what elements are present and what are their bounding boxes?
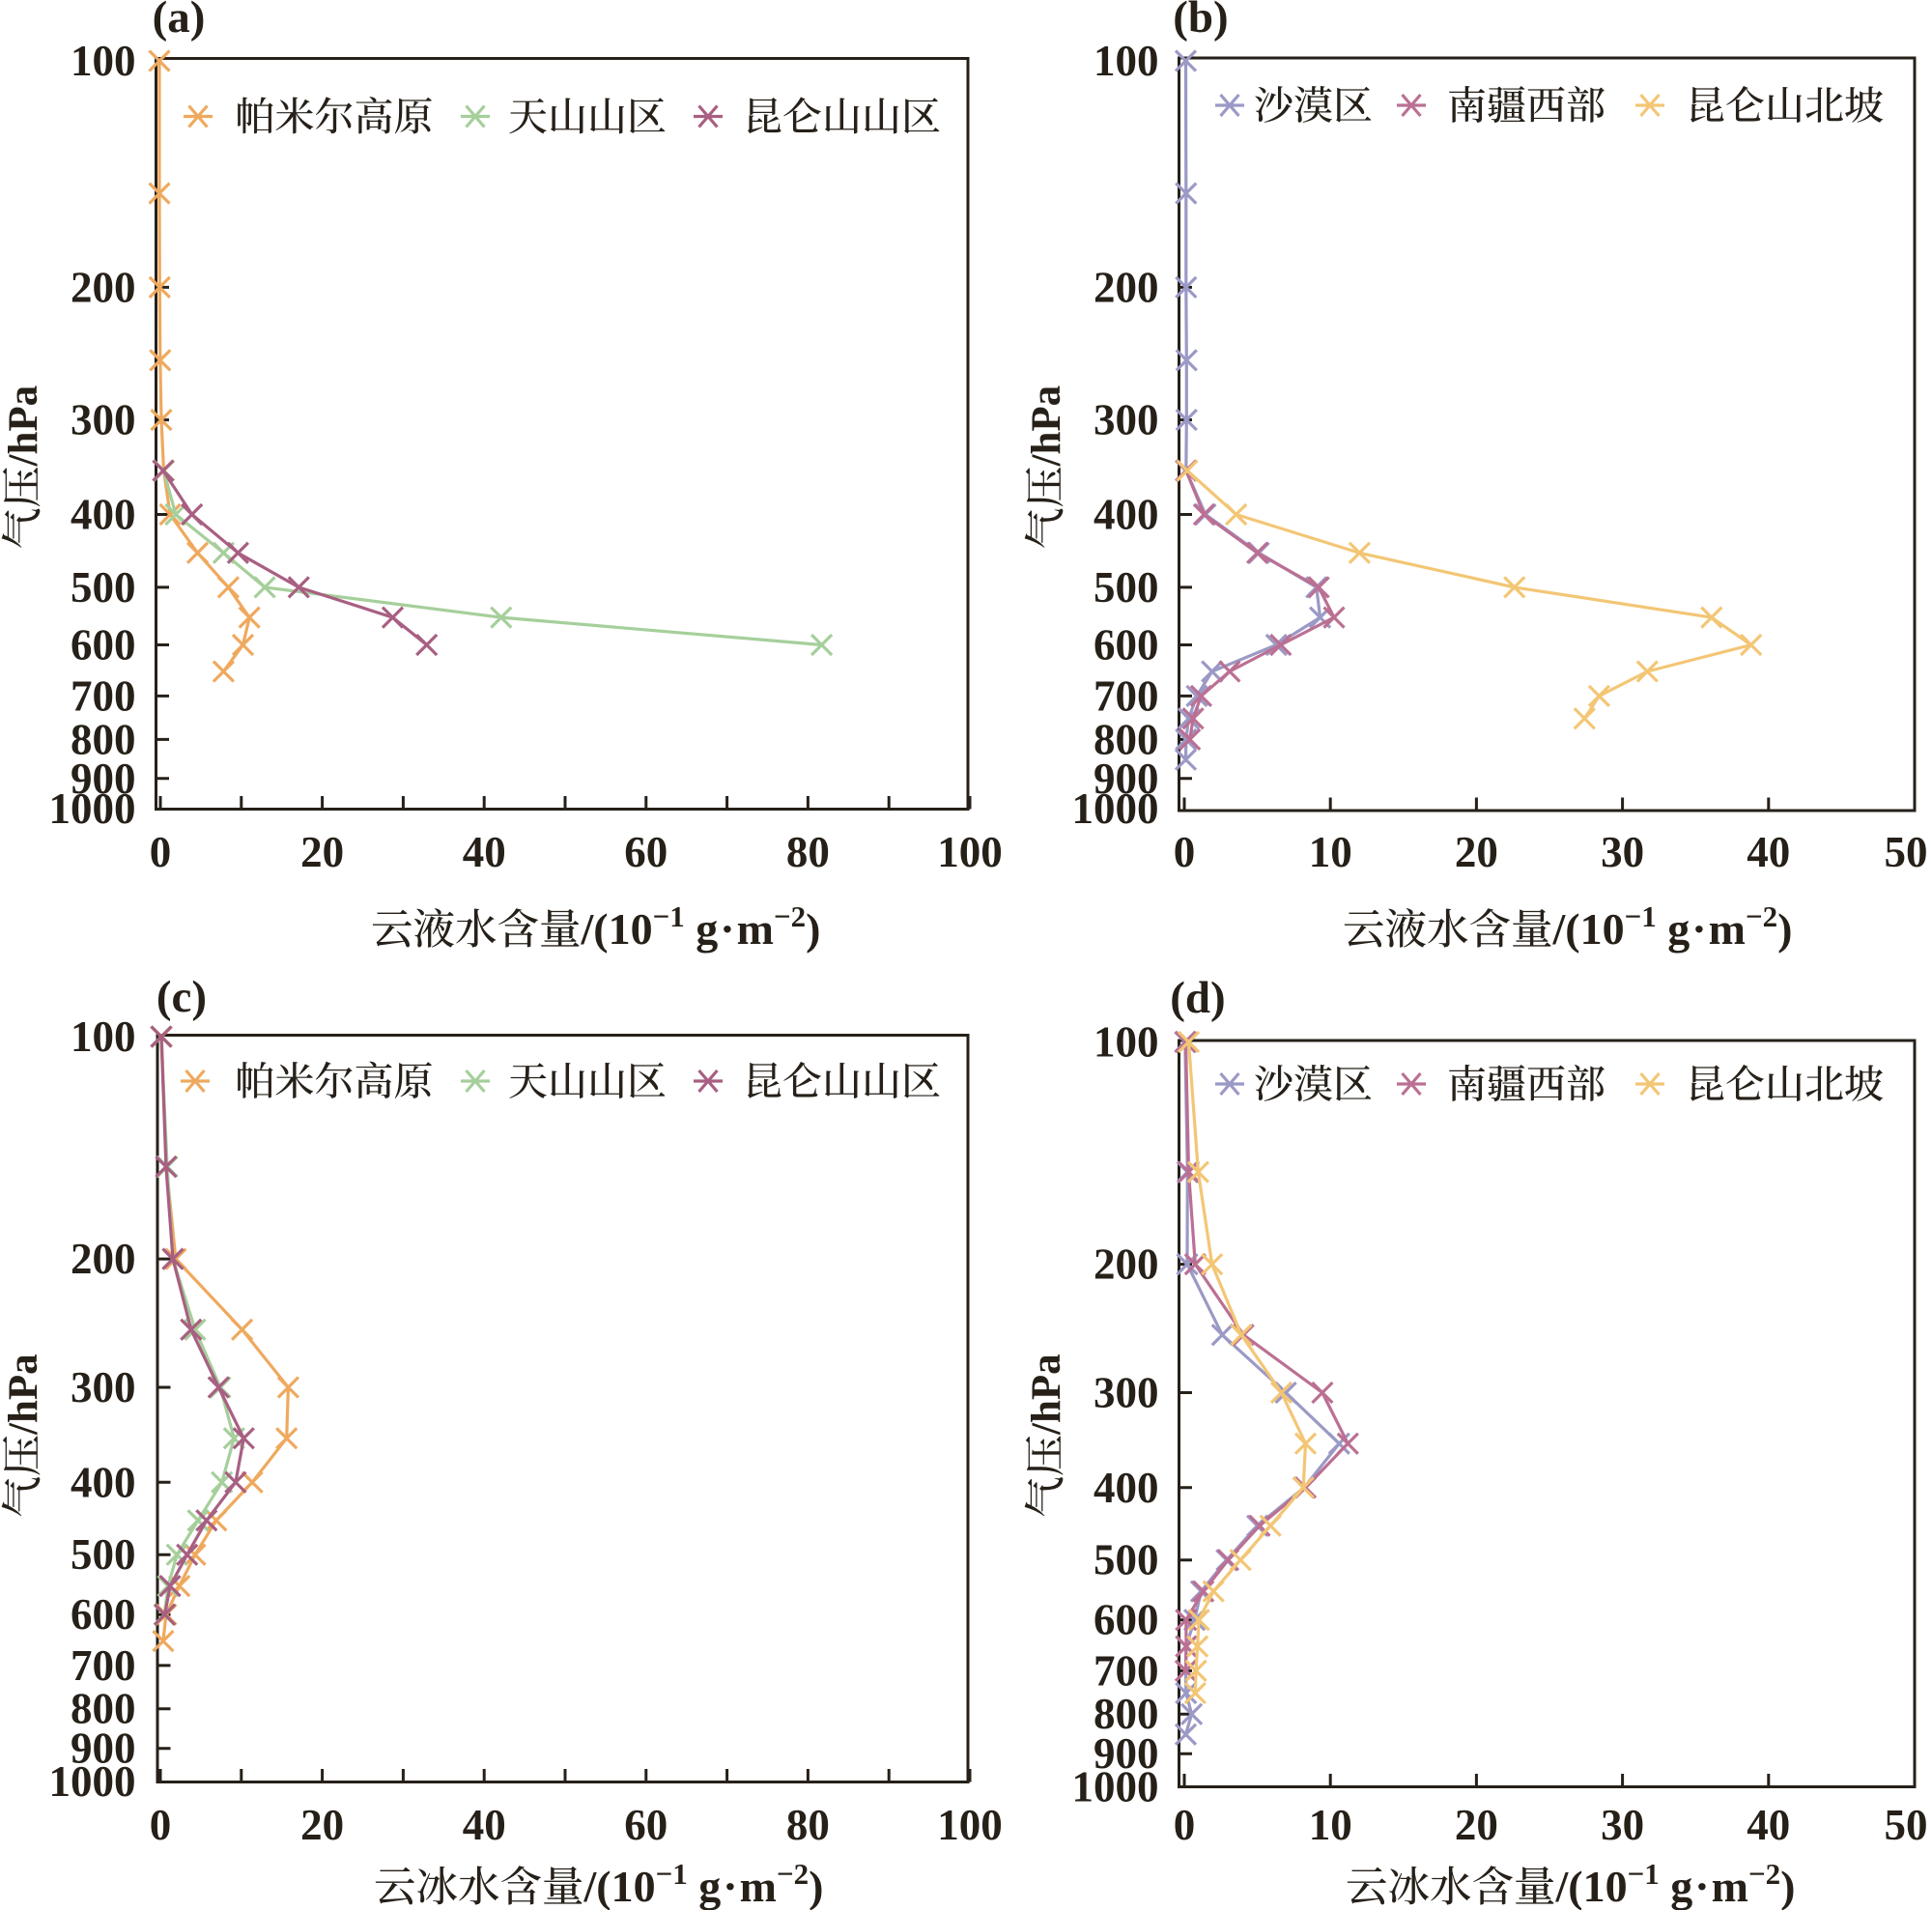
svg-text:20: 20	[300, 828, 344, 876]
svg-text:0: 0	[1174, 1801, 1196, 1849]
svg-text:40: 40	[463, 1801, 506, 1849]
svg-text:1000: 1000	[49, 784, 136, 833]
svg-text:300: 300	[1094, 1369, 1159, 1417]
svg-text:40: 40	[1747, 828, 1790, 876]
svg-text:500: 500	[71, 1530, 136, 1579]
svg-text:1000: 1000	[1072, 1763, 1159, 1811]
svg-text:(c): (c)	[156, 972, 207, 1022]
svg-text:/(10−1 g·m−2): /(10−1 g·m−2)	[583, 1857, 824, 1910]
svg-text:200: 200	[71, 1235, 136, 1283]
svg-text:400: 400	[1094, 491, 1159, 539]
svg-text:800: 800	[71, 1685, 136, 1733]
svg-text:900: 900	[71, 1725, 136, 1773]
svg-text:800: 800	[1094, 715, 1159, 763]
svg-text:80: 80	[786, 1801, 830, 1849]
svg-text:40: 40	[1747, 1801, 1790, 1849]
svg-text:200: 200	[1094, 1240, 1159, 1289]
svg-text:300: 300	[71, 396, 136, 444]
svg-text:60: 60	[624, 1801, 668, 1849]
svg-text:100: 100	[937, 828, 1003, 876]
svg-text:0: 0	[1174, 828, 1196, 876]
svg-text:50: 50	[1885, 828, 1928, 876]
svg-text:700: 700	[71, 1641, 136, 1690]
svg-text:/(10−1 g·m−2): /(10−1 g·m−2)	[1555, 1857, 1796, 1910]
svg-text:/hPa: /hPa	[1, 1354, 46, 1436]
svg-text:500: 500	[1094, 563, 1159, 612]
svg-text:900: 900	[71, 755, 136, 803]
svg-text:1000: 1000	[1072, 784, 1159, 833]
svg-text:(b): (b)	[1173, 0, 1228, 43]
svg-text:800: 800	[1094, 1690, 1159, 1738]
svg-text:10: 10	[1309, 1801, 1352, 1849]
svg-text:40: 40	[463, 828, 506, 876]
svg-text:500: 500	[1094, 1536, 1159, 1584]
svg-text:100: 100	[71, 37, 136, 85]
svg-text:30: 30	[1601, 828, 1644, 876]
svg-text:100: 100	[937, 1801, 1003, 1849]
svg-text:600: 600	[1094, 1596, 1159, 1644]
svg-text:1000: 1000	[49, 1757, 136, 1806]
svg-text:100: 100	[1094, 1018, 1159, 1067]
svg-text:700: 700	[1094, 1646, 1159, 1695]
svg-text:30: 30	[1601, 1801, 1644, 1849]
svg-text:/hPa: /hPa	[1024, 1354, 1069, 1436]
svg-text:800: 800	[71, 715, 136, 763]
svg-text:700: 700	[1094, 671, 1159, 720]
svg-text:600: 600	[71, 1590, 136, 1639]
svg-text:10: 10	[1309, 828, 1352, 876]
svg-text:100: 100	[71, 1012, 136, 1061]
svg-text:700: 700	[71, 671, 136, 720]
svg-text:/hPa: /hPa	[1024, 385, 1069, 468]
svg-text:400: 400	[1094, 1464, 1159, 1512]
svg-text:200: 200	[71, 263, 136, 311]
svg-text:100: 100	[1094, 37, 1159, 85]
svg-text:(a): (a)	[153, 0, 206, 43]
svg-text:400: 400	[71, 1458, 136, 1506]
svg-text:0: 0	[150, 1801, 172, 1849]
svg-text:20: 20	[1455, 828, 1498, 876]
svg-text:300: 300	[71, 1363, 136, 1411]
svg-text:400: 400	[71, 491, 136, 539]
svg-text:600: 600	[1094, 621, 1159, 670]
svg-text:/(10−1 g·m−2): /(10−1 g·m−2)	[1552, 899, 1793, 954]
svg-text:50: 50	[1885, 1801, 1928, 1849]
svg-text:(d): (d)	[1170, 973, 1225, 1023]
svg-text:80: 80	[786, 828, 830, 876]
svg-text:20: 20	[1455, 1801, 1498, 1849]
svg-text:900: 900	[1094, 755, 1159, 803]
svg-text:/hPa: /hPa	[1, 385, 46, 468]
svg-text:900: 900	[1094, 1729, 1159, 1778]
svg-text:20: 20	[300, 1801, 344, 1849]
svg-text:600: 600	[71, 621, 136, 670]
svg-text:0: 0	[150, 828, 172, 876]
svg-text:500: 500	[71, 563, 136, 612]
svg-text:60: 60	[624, 828, 668, 876]
svg-text:300: 300	[1094, 396, 1159, 444]
svg-text:200: 200	[1094, 263, 1159, 311]
